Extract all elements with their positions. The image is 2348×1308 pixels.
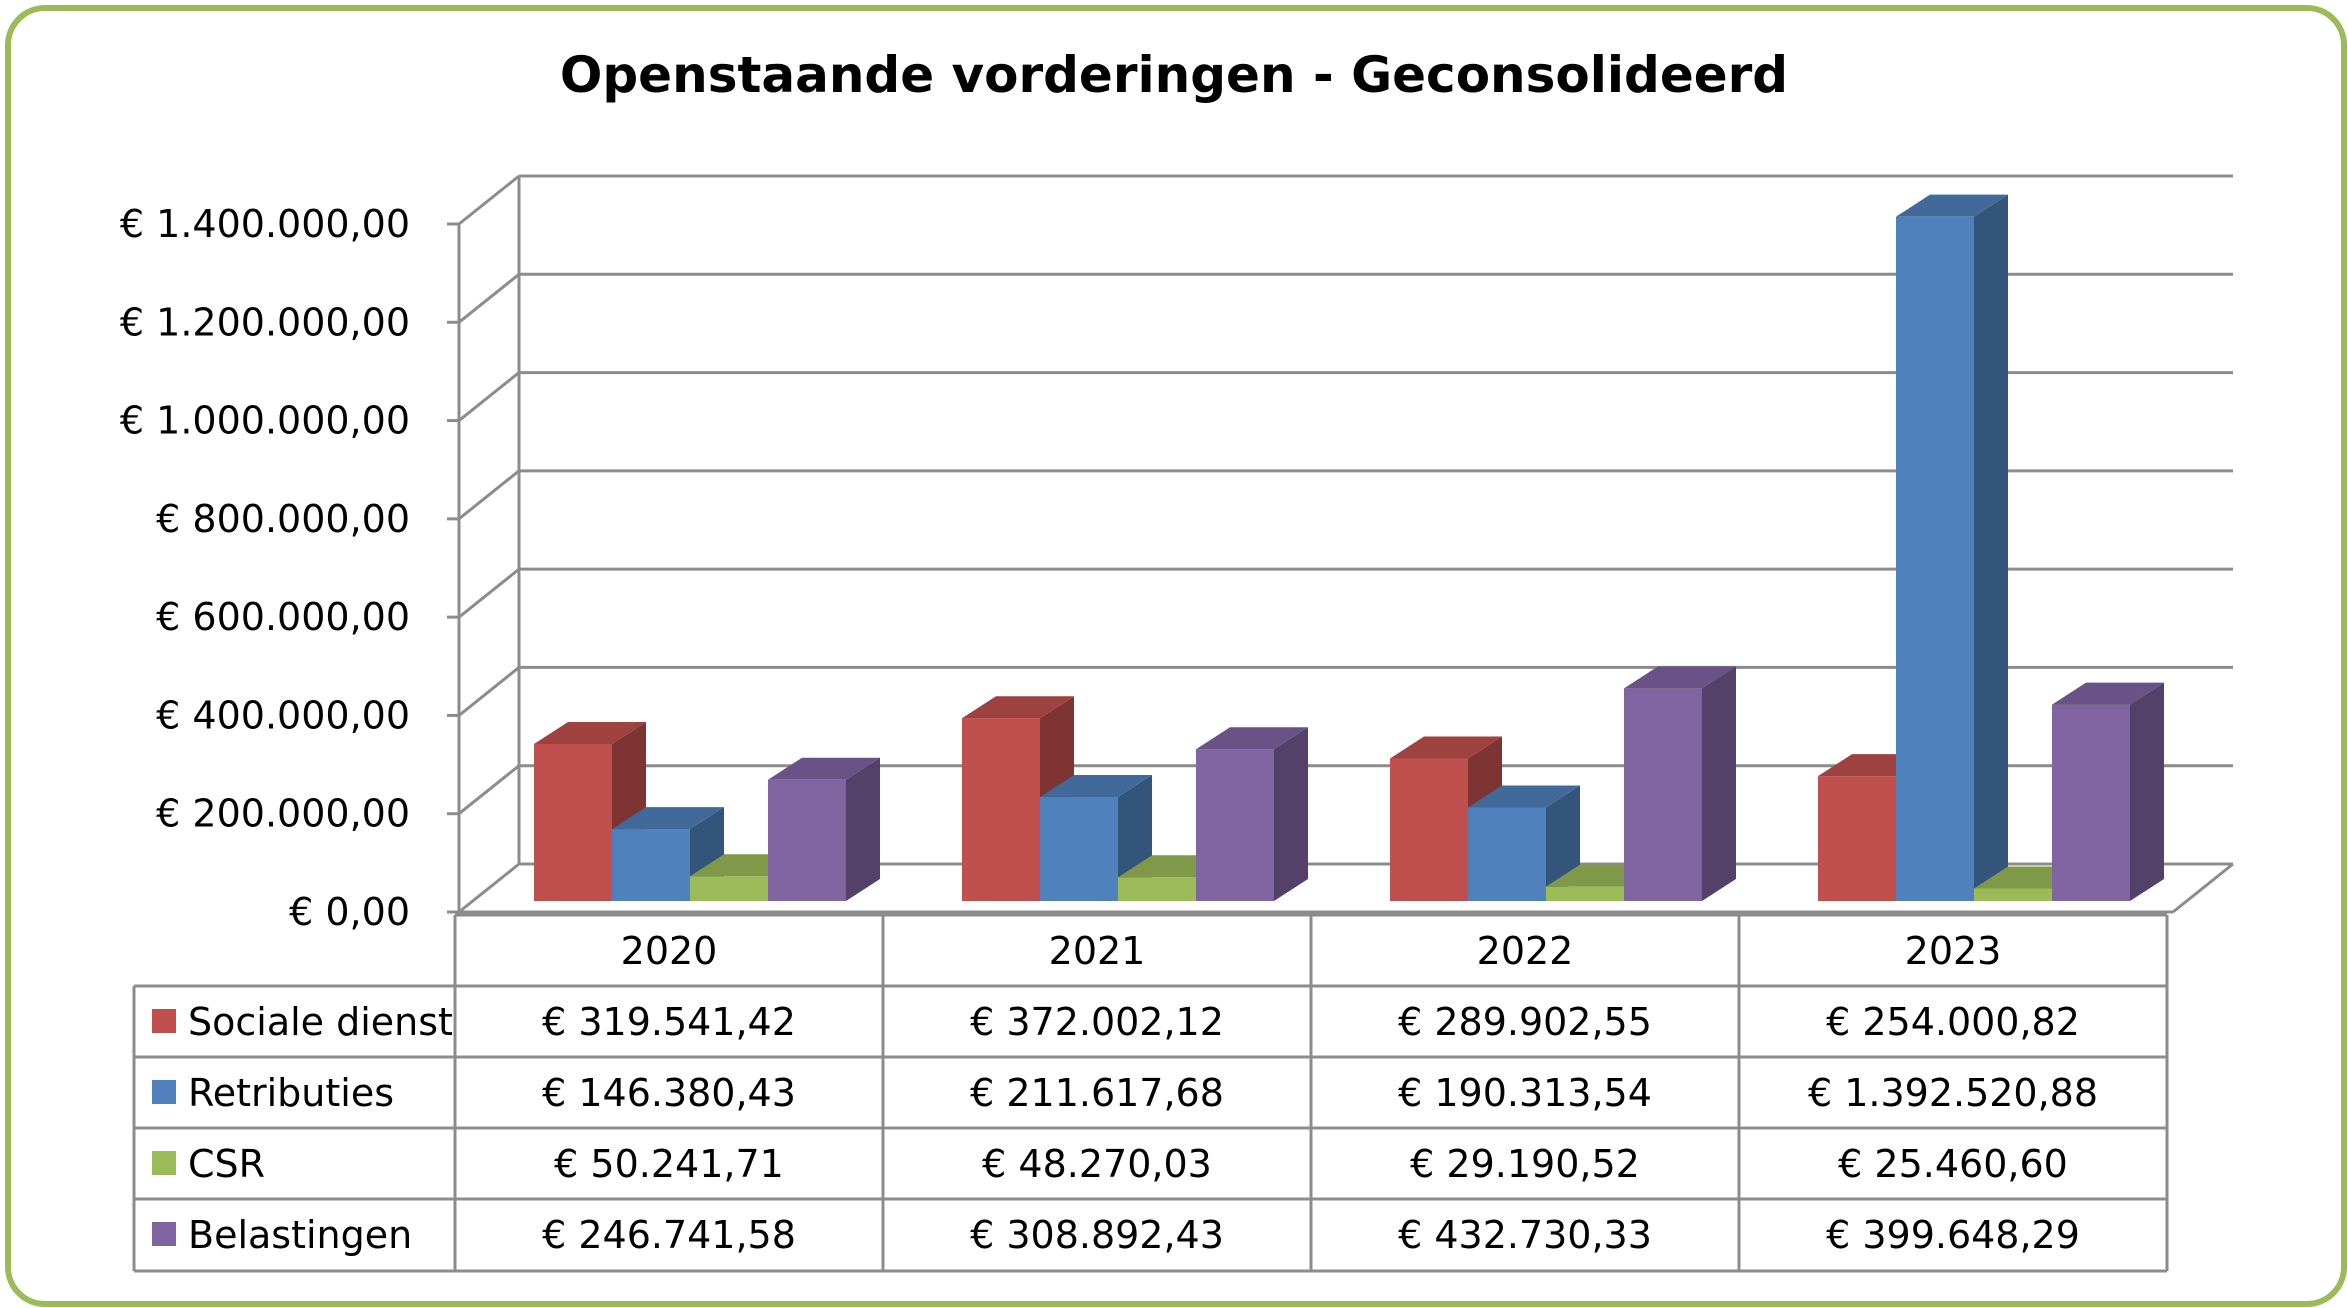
data-label: € 50.241,71 bbox=[554, 1142, 784, 1186]
data-label: € 372.002,12 bbox=[970, 1000, 1224, 1044]
legend-entry: Retributies bbox=[188, 1071, 394, 1115]
bar-top bbox=[1468, 785, 1580, 808]
gridline-side bbox=[458, 764, 520, 815]
bar bbox=[2052, 682, 2164, 901]
bar-front bbox=[534, 743, 612, 901]
y-tick-label: € 400.000,00 bbox=[156, 693, 410, 737]
data-label: € 190.313,54 bbox=[1398, 1071, 1652, 1115]
gridline-side bbox=[458, 174, 520, 226]
data-label: € 29.190,52 bbox=[1410, 1142, 1640, 1186]
gridline-side bbox=[458, 862, 520, 914]
bar bbox=[1390, 736, 1502, 901]
data-label: € 211.617,68 bbox=[970, 1071, 1224, 1115]
bar-top bbox=[1624, 666, 1736, 689]
bar-front bbox=[1546, 886, 1624, 901]
data-label: € 319.541,42 bbox=[542, 1000, 796, 1044]
y-tick-label: € 600.000,00 bbox=[156, 595, 410, 639]
x-tick-label: 2023 bbox=[1905, 929, 2002, 973]
y-axis-ticks: € 0,00 € 200.000,00 € 400.000,00 € 600.000,… bbox=[120, 202, 410, 934]
legend-key bbox=[152, 1080, 176, 1104]
bar-top bbox=[2052, 682, 2164, 705]
bar-front bbox=[1818, 776, 1896, 901]
bar-front bbox=[1468, 807, 1546, 901]
data-label: € 1.392.520,88 bbox=[1808, 1071, 2098, 1115]
gridline-side bbox=[458, 371, 520, 422]
legend-key bbox=[152, 1151, 176, 1175]
data-table: 2020 2021 2022 2023 Sociale dienst € 319.541,… bbox=[132, 913, 2169, 1273]
data-label: € 289.902,55 bbox=[1398, 1000, 1652, 1044]
data-label: € 399.648,29 bbox=[1826, 1213, 2080, 1257]
bar-front bbox=[2052, 704, 2130, 901]
bar-front bbox=[1624, 688, 1702, 901]
y-tick-label: € 0,00 bbox=[289, 890, 410, 934]
legend-entry: Sociale dienst bbox=[188, 1000, 453, 1044]
bar-top bbox=[768, 757, 880, 780]
bar bbox=[1896, 194, 2008, 901]
bar bbox=[768, 757, 880, 901]
x-tick-label: 2022 bbox=[1477, 929, 1574, 973]
chart-title: Openstaande vorderingen - Geconsolideerd bbox=[560, 46, 1788, 104]
bar-front bbox=[690, 876, 768, 901]
data-label: € 146.380,43 bbox=[542, 1071, 796, 1115]
bar-top bbox=[612, 807, 724, 830]
bar-side bbox=[1974, 194, 2008, 901]
legend-entry: Belastingen bbox=[188, 1213, 412, 1257]
bar-top bbox=[1040, 775, 1152, 798]
bar-top bbox=[1196, 727, 1308, 750]
y-tick-label: € 200.000,00 bbox=[156, 792, 410, 836]
data-label: € 48.270,03 bbox=[982, 1142, 1212, 1186]
bar-top bbox=[1896, 194, 2008, 217]
bar-side bbox=[1274, 727, 1308, 901]
bars bbox=[534, 194, 2164, 901]
bar bbox=[1196, 727, 1308, 901]
bar-front bbox=[1118, 877, 1196, 901]
data-label: € 432.730,33 bbox=[1398, 1213, 1652, 1257]
y-tick-label: € 1.000.000,00 bbox=[120, 399, 410, 443]
data-label: € 254.000,82 bbox=[1826, 1000, 2080, 1044]
bar-side bbox=[1702, 666, 1736, 901]
data-label: € 246.741,58 bbox=[542, 1213, 796, 1257]
bar-front bbox=[768, 779, 846, 901]
bar-side bbox=[846, 757, 880, 901]
gridline-side bbox=[458, 567, 520, 619]
bar-side bbox=[2130, 682, 2164, 901]
bar-front bbox=[612, 829, 690, 901]
bar-front bbox=[1040, 797, 1118, 901]
y-tick-label: € 1.400.000,00 bbox=[120, 202, 410, 246]
bar-front bbox=[1390, 758, 1468, 901]
legend-key bbox=[152, 1009, 176, 1033]
bar-front bbox=[1196, 749, 1274, 901]
bar bbox=[1624, 666, 1736, 901]
bar-top bbox=[1390, 736, 1502, 759]
legend-key bbox=[152, 1222, 176, 1246]
floor-right-edge bbox=[2172, 862, 2234, 914]
bar-top bbox=[962, 696, 1074, 719]
gridline-side bbox=[458, 273, 520, 324]
x-tick-label: 2021 bbox=[1049, 929, 1146, 973]
y-tick-label: € 800.000,00 bbox=[156, 497, 410, 541]
bar-front bbox=[1896, 216, 1974, 901]
gridline-side bbox=[458, 469, 520, 521]
x-tick-label: 2020 bbox=[621, 929, 718, 973]
data-label: € 308.892,43 bbox=[970, 1213, 1224, 1257]
bar bbox=[612, 807, 724, 901]
legend-entry: CSR bbox=[188, 1142, 265, 1186]
bar-front bbox=[1974, 888, 2052, 901]
bar-top bbox=[534, 721, 646, 744]
gridline-side bbox=[458, 666, 520, 717]
data-label: € 25.460,60 bbox=[1838, 1142, 2068, 1186]
y-tick-label: € 1.200.000,00 bbox=[120, 300, 410, 344]
bar-front bbox=[962, 718, 1040, 901]
